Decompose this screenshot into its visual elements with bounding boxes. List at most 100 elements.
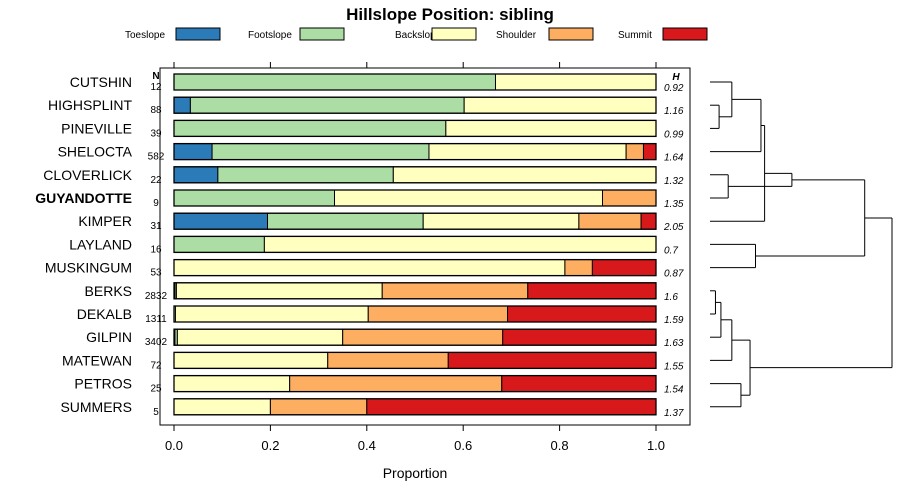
bar-outline-pineville <box>173 119 657 138</box>
n-value: 3402 <box>145 337 168 348</box>
bar-segment-guyandotte-backslope <box>334 189 603 207</box>
bar-outline-shelocta <box>173 142 657 161</box>
bar-segment-cloverlick-footslope <box>217 166 394 184</box>
bars-group <box>173 73 657 416</box>
row-label: GUYANDOTTE <box>35 190 132 206</box>
bar-segment-muskingum-shoulder <box>564 259 593 277</box>
legend-swatch-summit <box>662 27 708 41</box>
h-value: 1.55 <box>664 361 684 372</box>
bar-segment-kimper-summit <box>640 212 657 230</box>
legend-swatch-toeslope <box>175 27 221 41</box>
h-value: 1.32 <box>664 176 684 187</box>
row-label: PINEVILLE <box>61 120 132 136</box>
bar-segment-summers-summit <box>366 398 657 416</box>
bar-segment-muskingum-backslope <box>173 259 566 277</box>
h-header: H <box>672 72 680 83</box>
plot-frame <box>159 67 691 426</box>
n-value: 31 <box>150 221 162 232</box>
bar-outline-petros <box>173 374 657 393</box>
bar-segment-guyandotte-footslope <box>173 189 336 207</box>
x-tick-label: 0.8 <box>551 438 569 453</box>
n-value: 39 <box>150 128 162 139</box>
h-value: 0.99 <box>664 129 684 140</box>
x-tick-label: 0.2 <box>261 438 279 453</box>
legend-label-toeslope: Toeslope <box>125 30 165 41</box>
bar-segment-petros-shoulder <box>289 375 503 393</box>
bar-outline-cloverlick <box>173 166 657 184</box>
bar-segment-dekalb-summit <box>507 305 657 323</box>
n-value: 582 <box>148 152 165 163</box>
row-label: LAYLAND <box>69 236 132 252</box>
x-tick-label: 1.0 <box>647 438 665 453</box>
n-value: 1311 <box>145 314 167 325</box>
h-value: 1.35 <box>664 199 684 210</box>
bar-segment-berks-backslope <box>175 282 383 300</box>
bar-outline-guyandotte <box>173 189 657 207</box>
x-axis: 0.0 0.2 0.4 0.6 0.8 1.0 <box>165 62 665 453</box>
bar-segment-matewan-backslope <box>173 351 329 369</box>
bar-segment-petros-backslope <box>173 375 291 393</box>
bar-outline-dekalb <box>173 305 657 323</box>
bar-segment-guyandotte-shoulder <box>601 189 657 207</box>
bar-segment-berks-shoulder <box>381 282 529 300</box>
bar-segment-gilpin-summit <box>502 328 657 346</box>
bar-segment-cloverlick-backslope <box>392 166 657 184</box>
legend-swatch-shoulder <box>548 27 594 41</box>
bar-outline-matewan <box>173 351 657 370</box>
h-value: 1.37 <box>664 408 684 419</box>
x-axis-title: Proportion <box>383 465 448 481</box>
n-value: 25 <box>150 384 162 395</box>
bar-outline-berks <box>173 282 657 300</box>
n-value: 53 <box>150 268 162 279</box>
legend-label-shoulder: Shoulder <box>496 30 537 41</box>
row-label: MUSKINGUM <box>45 260 132 276</box>
legend: Toeslope Footslope Backslope Shoulder Summit <box>125 27 708 41</box>
x-tick-label: 0.0 <box>165 438 183 453</box>
bar-segment-pineville-footslope <box>173 119 447 137</box>
legend-label-footslope: Footslope <box>248 30 292 41</box>
row-label: CUTSHIN <box>70 74 132 90</box>
bar-segment-kimper-toeslope <box>173 212 269 230</box>
bar-segment-pineville-backslope <box>445 119 657 137</box>
n-value: 22 <box>150 175 162 186</box>
bar-segment-petros-summit <box>501 375 657 393</box>
bar-outline-muskingum <box>173 258 657 277</box>
row-labels: CUTSHIN 12 0.92 HIGHSPLINT 88 1.16 PINEVILLE 39… <box>35 74 684 419</box>
bar-outline-gilpin <box>173 328 657 346</box>
h-value: 0.87 <box>664 269 684 280</box>
h-value: 1.59 <box>664 315 684 326</box>
bar-segment-matewan-shoulder <box>327 351 449 369</box>
h-value: 2.05 <box>663 222 684 233</box>
chart-title: Hillslope Position: sibling <box>346 5 554 24</box>
bar-outline-layland <box>173 235 657 254</box>
bar-segment-kimper-shoulder <box>578 212 642 230</box>
bar-segment-cutshin-footslope <box>173 73 496 91</box>
row-label: SHELOCTA <box>58 144 133 160</box>
bar-outline-summers <box>173 398 657 416</box>
bar-segment-muskingum-summit <box>591 259 657 277</box>
n-value: 72 <box>150 360 162 371</box>
bar-segment-gilpin-shoulder <box>342 328 504 346</box>
legend-label-backslope: Backslope <box>395 30 442 41</box>
bar-segment-kimper-footslope <box>267 212 424 230</box>
n-value: 88 <box>150 105 162 116</box>
bar-segment-gilpin-backslope <box>176 328 344 346</box>
legend-swatch-backslope <box>431 27 477 41</box>
dendrogram <box>710 81 893 408</box>
bar-segment-highsplint-footslope <box>189 96 465 114</box>
legend-label-summit: Summit <box>618 30 652 41</box>
bar-segment-matewan-summit <box>447 351 657 369</box>
bar-segment-layland-backslope <box>263 235 657 253</box>
bar-segment-summers-backslope <box>173 398 271 416</box>
h-value: 1.54 <box>664 385 684 396</box>
bar-segment-cutshin-backslope <box>494 73 657 91</box>
n-value: 9 <box>153 198 159 209</box>
bar-segment-shelocta-summit <box>642 143 657 161</box>
row-label: CLOVERLICK <box>43 167 132 183</box>
row-label: GILPIN <box>86 329 132 345</box>
h-value: 1.64 <box>664 153 684 164</box>
row-label: PETROS <box>74 376 132 392</box>
row-label: DEKALB <box>77 306 132 322</box>
x-tick-label: 0.4 <box>358 438 376 453</box>
